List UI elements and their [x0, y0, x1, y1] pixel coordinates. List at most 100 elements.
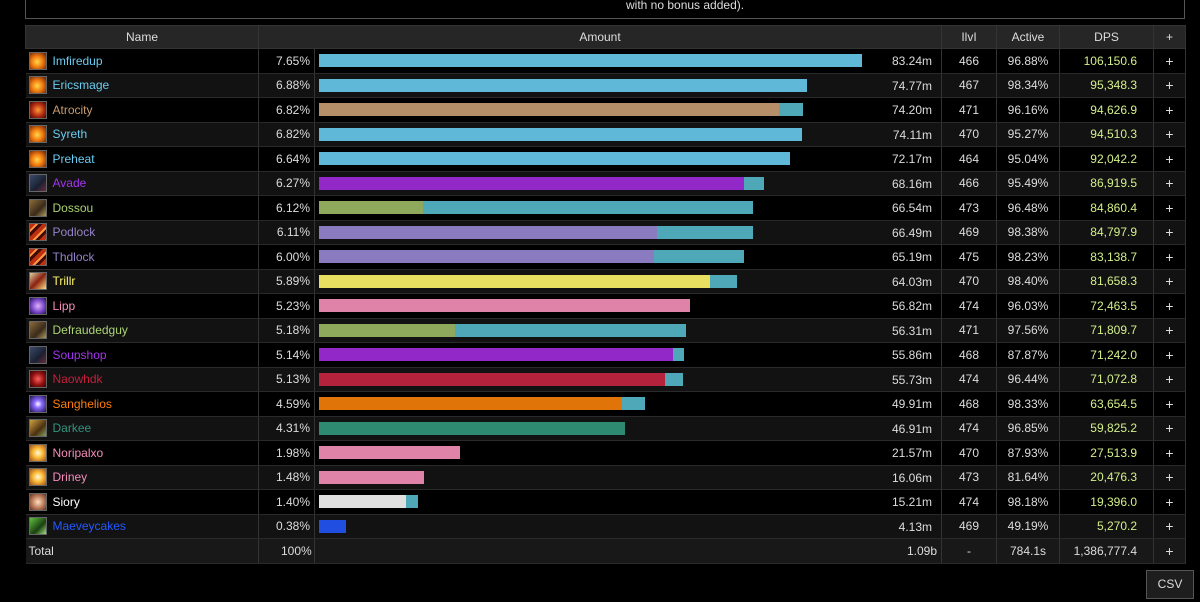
player-name[interactable]: Naowhdk: [52, 372, 103, 387]
table-row[interactable]: Soupshop 5.14% 55.86m 468 87.87% 71,242.0 +: [25, 342, 1187, 368]
table-row[interactable]: Defraudedguy 5.18% 56.31m 471 97.56% 71,809.7…: [25, 318, 1187, 343]
player-name-cell[interactable]: Thdlock: [25, 244, 259, 270]
player-name-cell[interactable]: Naowhdk: [25, 367, 259, 392]
player-name-cell[interactable]: Maeveycakes: [25, 514, 259, 539]
expand-row-button[interactable]: +: [1153, 465, 1187, 490]
expand-row-button[interactable]: +: [1153, 171, 1187, 196]
col-header-amount[interactable]: Amount: [257, 25, 943, 49]
player-name-cell[interactable]: Imfiredup: [25, 48, 259, 74]
player-name[interactable]: Ericsmage: [52, 78, 110, 93]
expand-row-button[interactable]: +: [1153, 122, 1187, 147]
expand-row-button[interactable]: +: [1153, 220, 1187, 245]
col-header-plus[interactable]: +: [1153, 25, 1187, 49]
table-row[interactable]: Ericsmage 6.88% 74.77m 467 98.34% 95,348.3 +: [25, 73, 1187, 98]
table-row[interactable]: Noripalxo 1.98% 21.57m 470 87.93% 27,513.9 +: [25, 440, 1187, 466]
dps-value: 92,042.2: [1059, 146, 1155, 172]
table-row[interactable]: Imfiredup 7.65% 83.24m 466 96.88% 106,150.6 +: [25, 48, 1187, 74]
total-expand-button[interactable]: +: [1153, 538, 1187, 564]
player-name[interactable]: Imfiredup: [52, 53, 103, 68]
player-name-cell[interactable]: Preheat: [25, 146, 259, 172]
csv-button[interactable]: CSV: [1146, 570, 1194, 599]
player-name[interactable]: Driney: [52, 470, 88, 485]
expand-row-button[interactable]: +: [1153, 391, 1187, 417]
player-name-cell[interactable]: Atrocity: [25, 97, 259, 123]
player-name[interactable]: Darkee: [52, 421, 92, 436]
player-name-cell[interactable]: Dossou: [25, 195, 259, 221]
expand-row-button[interactable]: +: [1153, 48, 1187, 74]
table-row[interactable]: Syreth 6.82% 74.11m 470 95.27% 94,510.3 +: [25, 122, 1187, 147]
player-name[interactable]: Thdlock: [52, 249, 95, 264]
player-name-cell[interactable]: Lipp: [25, 293, 259, 319]
damage-bar-primary: [319, 397, 622, 410]
player-name[interactable]: Siory: [52, 494, 80, 509]
dps-value: 71,809.7: [1059, 318, 1155, 343]
item-level: 473: [941, 195, 998, 221]
table-row[interactable]: Sanghelios 4.59% 49.91m 468 98.33% 63,654.5 +: [25, 391, 1187, 417]
damage-percent: 6.11%: [258, 220, 315, 245]
table-row[interactable]: Atrocity 6.82% 74.20m 471 96.16% 94,626.9 +: [25, 97, 1187, 123]
table-row[interactable]: Lipp 5.23% 56.82m 474 96.03% 72,463.5 +: [25, 293, 1187, 319]
player-name-cell[interactable]: Ericsmage: [25, 73, 259, 98]
player-name-cell[interactable]: Siory: [25, 489, 259, 515]
expand-row-button[interactable]: +: [1153, 97, 1187, 123]
player-name[interactable]: Sanghelios: [52, 396, 112, 411]
player-name-cell[interactable]: Noripalxo: [25, 440, 259, 466]
player-name-cell[interactable]: Trillr: [25, 269, 259, 294]
player-name[interactable]: Trillr: [52, 274, 76, 289]
player-name[interactable]: Defraudedguy: [52, 323, 128, 338]
damage-bar-primary: [319, 421, 626, 435]
expand-row-button[interactable]: +: [1153, 293, 1187, 319]
player-name-cell[interactable]: Driney: [25, 465, 259, 490]
table-row[interactable]: Thdlock 6.00% 65.19m 475 98.23% 83,138.7 +: [25, 244, 1187, 270]
player-name[interactable]: Atrocity: [52, 102, 93, 117]
expand-row-button[interactable]: +: [1153, 269, 1187, 294]
player-name[interactable]: Lipp: [52, 298, 76, 313]
player-name[interactable]: Podlock: [52, 225, 96, 240]
damage-bar: [319, 103, 803, 116]
col-header-active[interactable]: Active: [996, 25, 1061, 49]
expand-row-button[interactable]: +: [1153, 416, 1187, 441]
col-header-name[interactable]: Name: [25, 25, 259, 49]
player-name-cell[interactable]: Sanghelios: [25, 391, 259, 417]
expand-row-button[interactable]: +: [1153, 244, 1187, 270]
table-row[interactable]: Trillr 5.89% 64.03m 470 98.40% 81,658.3 +: [25, 269, 1187, 294]
expand-row-button[interactable]: +: [1153, 367, 1187, 392]
expand-row-button[interactable]: +: [1153, 489, 1187, 515]
player-name[interactable]: Soupshop: [52, 347, 107, 362]
player-name-cell[interactable]: Defraudedguy: [25, 318, 259, 343]
player-name-cell[interactable]: Soupshop: [25, 342, 259, 368]
expand-row-button[interactable]: +: [1153, 514, 1187, 539]
item-level: 468: [941, 342, 998, 368]
player-name[interactable]: Avade: [52, 176, 87, 191]
table-row[interactable]: Avade 6.27% 68.16m 466 95.49% 86,919.5 +: [25, 171, 1187, 196]
expand-row-button[interactable]: +: [1153, 195, 1187, 221]
table-row[interactable]: Maeveycakes 0.38% 4.13m 469 49.19% 5,270.2 +: [25, 514, 1187, 539]
damage-bar: [319, 348, 684, 361]
table-row[interactable]: Preheat 6.64% 72.17m 464 95.04% 92,042.2 +: [25, 146, 1187, 172]
col-header-dps[interactable]: DPS: [1059, 25, 1155, 49]
player-name[interactable]: Maeveycakes: [52, 519, 126, 534]
player-name[interactable]: Preheat: [52, 151, 95, 166]
player-name-cell[interactable]: Darkee: [25, 416, 259, 441]
player-name[interactable]: Dossou: [52, 200, 94, 215]
expand-row-button[interactable]: +: [1153, 318, 1187, 343]
damage-bar: [319, 323, 687, 337]
player-name[interactable]: Noripalxo: [52, 445, 104, 460]
dps-value: 84,797.9: [1059, 220, 1155, 245]
table-row[interactable]: Naowhdk 5.13% 55.73m 474 96.44% 71,072.8 +: [25, 367, 1187, 392]
player-name-cell[interactable]: Podlock: [25, 220, 259, 245]
table-row[interactable]: Podlock 6.11% 66.49m 469 98.38% 84,797.9 +: [25, 220, 1187, 245]
table-row[interactable]: Darkee 4.31% 46.91m 474 96.85% 59,825.2 +: [25, 416, 1187, 441]
player-name[interactable]: Syreth: [52, 127, 88, 142]
player-name-cell[interactable]: Avade: [25, 171, 259, 196]
damage-amount: 64.03m: [891, 274, 933, 289]
table-row[interactable]: Driney 1.48% 16.06m 473 81.64% 20,476.3 +: [25, 465, 1187, 490]
table-row[interactable]: Dossou 6.12% 66.54m 473 96.48% 84,860.4 +: [25, 195, 1187, 221]
table-row[interactable]: Siory 1.40% 15.21m 474 98.18% 19,396.0 +: [25, 489, 1187, 515]
expand-row-button[interactable]: +: [1153, 146, 1187, 172]
expand-row-button[interactable]: +: [1153, 342, 1187, 368]
expand-row-button[interactable]: +: [1153, 73, 1187, 98]
expand-row-button[interactable]: +: [1153, 440, 1187, 466]
col-header-ilvl[interactable]: IlvI: [941, 25, 998, 49]
player-name-cell[interactable]: Syreth: [25, 122, 259, 147]
